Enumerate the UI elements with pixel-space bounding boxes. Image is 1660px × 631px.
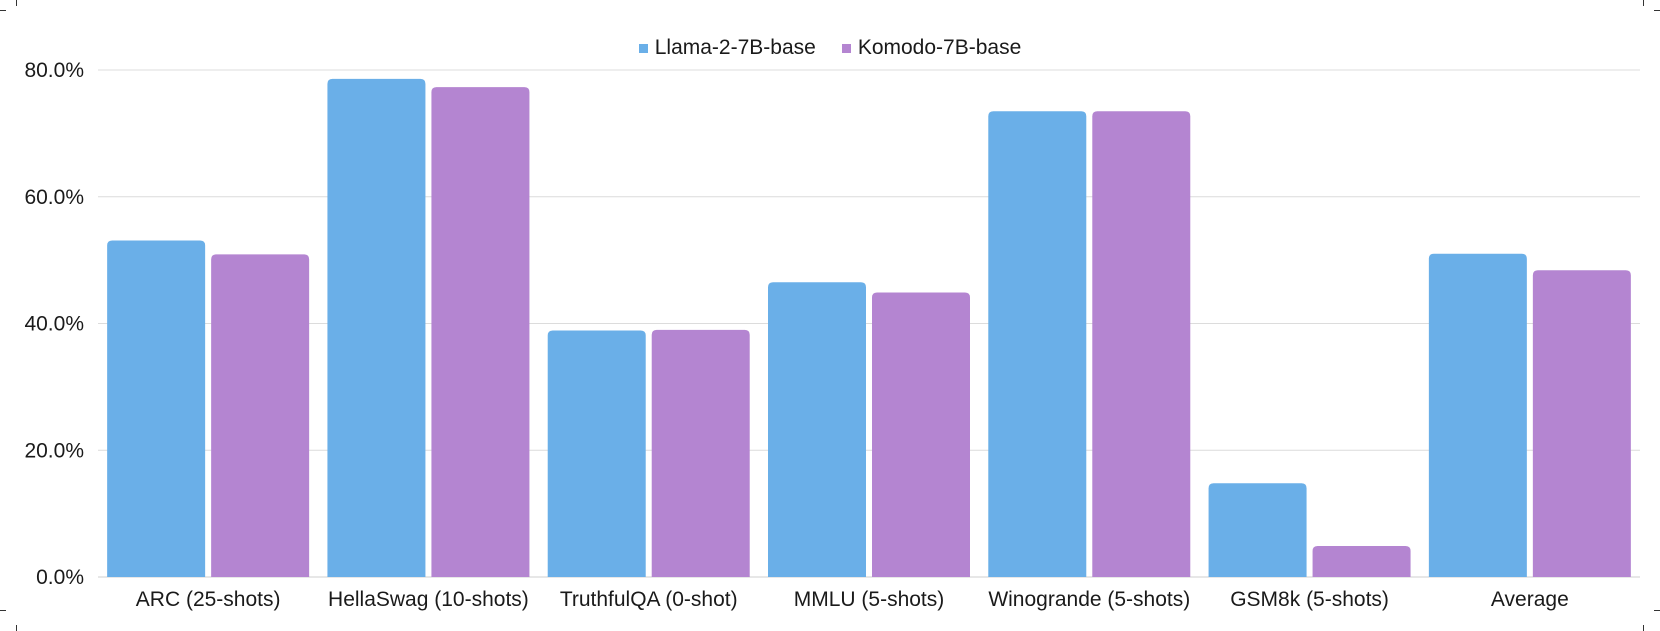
y-tick-label: 0.0% bbox=[36, 566, 84, 589]
bar bbox=[988, 111, 1087, 577]
bar bbox=[651, 329, 750, 577]
bar bbox=[211, 254, 310, 577]
crop-mark bbox=[0, 610, 6, 611]
bars bbox=[107, 78, 1631, 577]
legend-label-komodo: Komodo-7B-base bbox=[857, 36, 1022, 59]
bar bbox=[768, 282, 866, 577]
x-tick-label: HellaSwag (10-shots) bbox=[328, 588, 529, 611]
bar bbox=[431, 87, 530, 577]
bar bbox=[872, 292, 970, 577]
bar bbox=[1208, 483, 1307, 577]
legend-swatch-llama bbox=[638, 43, 648, 53]
legend-item-llama: Llama-2-7B-base bbox=[638, 36, 816, 60]
x-tick-label: Average bbox=[1491, 588, 1569, 611]
bar bbox=[1092, 111, 1191, 577]
y-axis: 0.0% 20.0% 40.0% 60.0% 80.0% bbox=[24, 59, 84, 589]
legend-swatch-komodo bbox=[841, 43, 851, 53]
bar bbox=[107, 240, 206, 577]
x-tick-label: GSM8k (5-shots) bbox=[1230, 588, 1389, 611]
crop-mark bbox=[16, 625, 17, 631]
y-tick-label: 40.0% bbox=[24, 313, 84, 336]
x-tick-label: TruthfulQA (0-shot) bbox=[560, 588, 738, 611]
y-tick-label: 20.0% bbox=[24, 439, 84, 462]
crop-mark bbox=[1654, 10, 1660, 11]
crop-mark bbox=[1643, 0, 1644, 6]
crop-mark bbox=[1654, 610, 1660, 611]
x-tick-label: ARC (25-shots) bbox=[136, 588, 281, 611]
crop-mark bbox=[1643, 625, 1644, 631]
crop-mark bbox=[16, 0, 17, 6]
bar bbox=[327, 78, 426, 577]
x-axis: ARC (25-shots) HellaSwag (10-shots) Truthf… bbox=[136, 588, 1569, 611]
crop-mark bbox=[0, 10, 6, 11]
x-tick-label: MMLU (5-shots) bbox=[794, 588, 945, 611]
legend-label-llama: Llama-2-7B-base bbox=[654, 36, 816, 59]
bar bbox=[1428, 253, 1527, 577]
y-tick-label: 80.0% bbox=[24, 59, 84, 82]
bar bbox=[547, 330, 646, 577]
chart-legend: Llama-2-7B-base Komodo-7B-base bbox=[0, 36, 1660, 60]
y-tick-label: 60.0% bbox=[24, 186, 84, 209]
x-tick-label: Winogrande (5-shots) bbox=[988, 588, 1190, 611]
bar bbox=[1312, 545, 1411, 577]
legend-item-komodo: Komodo-7B-base bbox=[841, 36, 1022, 60]
bar bbox=[1532, 270, 1631, 577]
